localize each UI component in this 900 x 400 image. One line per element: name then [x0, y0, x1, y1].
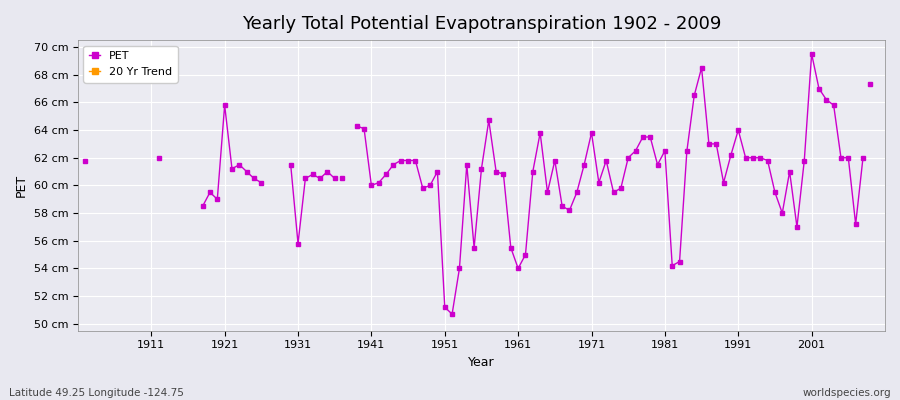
Text: Latitude 49.25 Longitude -124.75: Latitude 49.25 Longitude -124.75	[9, 388, 184, 398]
Legend: PET, 20 Yr Trend: PET, 20 Yr Trend	[84, 46, 177, 82]
Title: Yearly Total Potential Evapotranspiration 1902 - 2009: Yearly Total Potential Evapotranspiratio…	[242, 15, 721, 33]
Text: worldspecies.org: worldspecies.org	[803, 388, 891, 398]
X-axis label: Year: Year	[468, 356, 495, 369]
Y-axis label: PET: PET	[15, 174, 28, 197]
